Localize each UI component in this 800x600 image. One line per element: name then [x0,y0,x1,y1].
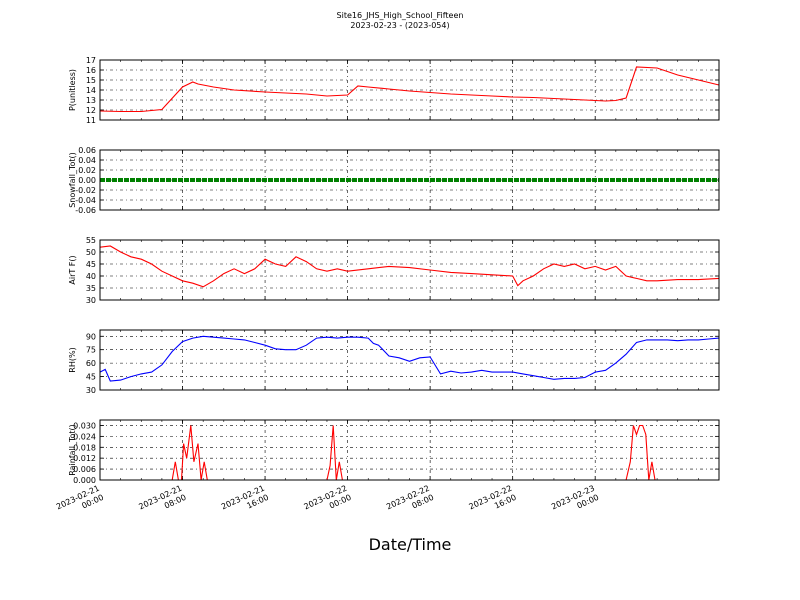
y-axis-label: AirT F() [68,255,77,284]
y-axis-label: Snowfall_Tot() [68,152,77,208]
y-tick-label: 30 [86,386,96,395]
y-tick-label: 15 [86,76,96,85]
y-tick-label: 13 [86,96,96,105]
plot-frame [99,239,720,301]
y-tick-label: 75 [86,346,96,355]
y-tick-label: 12 [86,106,96,115]
y-tick-label: 0.006 [73,465,96,474]
panel-4: 30 45 60 75 90 RH(%) [68,329,720,395]
y-tick-label: 50 [86,248,96,257]
y-tick-label: 35 [86,284,96,293]
series-line [99,66,720,113]
y-tick-label: -0.02 [75,186,96,195]
y-tick-label: 11 [86,116,96,125]
y-tick-label: 60 [86,359,96,368]
y-tick-label: 0.02 [78,166,96,175]
y-tick-label: -0.04 [75,196,96,205]
x-tick-label: 2023-02-2300:00 [550,484,600,521]
y-tick-label: 0.00 [78,176,96,185]
y-tick-label: 55 [86,236,96,245]
y-axis-label: Rainfall_Tot() [68,424,77,476]
y-tick-label: 30 [86,296,96,305]
x-tick-label: 2023-02-2200:00 [302,484,352,521]
y-axis-label: RH(%) [68,347,77,372]
series-line [99,245,720,288]
x-tick-label: 2023-02-2208:00 [385,484,435,521]
y-tick-label: 0.024 [73,432,96,441]
x-axis-label: Date/Time [368,535,452,554]
figure-title: Site16_JHS_High_School_Fifteen [336,11,464,20]
x-tick-label: 2023-02-2216:00 [468,484,518,521]
y-tick-label: 40 [86,272,96,281]
y-tick-label: -0.06 [75,206,96,215]
y-tick-label: 0.012 [73,454,96,463]
series-line [100,424,719,481]
y-tick-label: 90 [86,332,96,341]
panel-3: 30 35 40 45 50 55 AirT F() [68,236,720,305]
y-tick-label: 45 [86,260,96,269]
plot-frame [99,419,720,481]
plot-frame [99,329,720,391]
y-tick-label: 0.030 [73,421,96,430]
x-tick-label: 2023-02-2116:00 [220,484,270,521]
x-tick-label: 2023-02-2100:00 [55,484,105,521]
y-tick-label: 0.04 [78,156,96,165]
y-axis-label: P(unitless) [68,69,77,111]
x-tick-label: 2023-02-2108:00 [137,484,187,521]
y-tick-label: 16 [86,66,96,75]
y-tick-label: 0.018 [73,443,96,452]
series-line [99,335,720,382]
y-tick-label: 45 [86,373,96,382]
y-tick-label: 0.000 [73,476,96,485]
y-tick-label: 17 [86,56,96,65]
y-tick-label: 0.06 [78,146,96,155]
panel-5: 0.000 0.006 0.012 0.018 0.024 0.030Rainfall_T… [68,419,720,485]
plot-frame [99,149,720,211]
plot-frame [99,59,720,121]
y-tick-label: 14 [86,86,96,95]
panel-2: -0.06-0.04-0.020.000.020.040.06Snowfall_… [68,146,720,215]
x-tick-labels: 2023-02-2100:00 2023-02-2108:00 2023-02-21… [55,484,600,521]
figure-subtitle: 2023-02-23 - (2023-054) [350,21,450,30]
